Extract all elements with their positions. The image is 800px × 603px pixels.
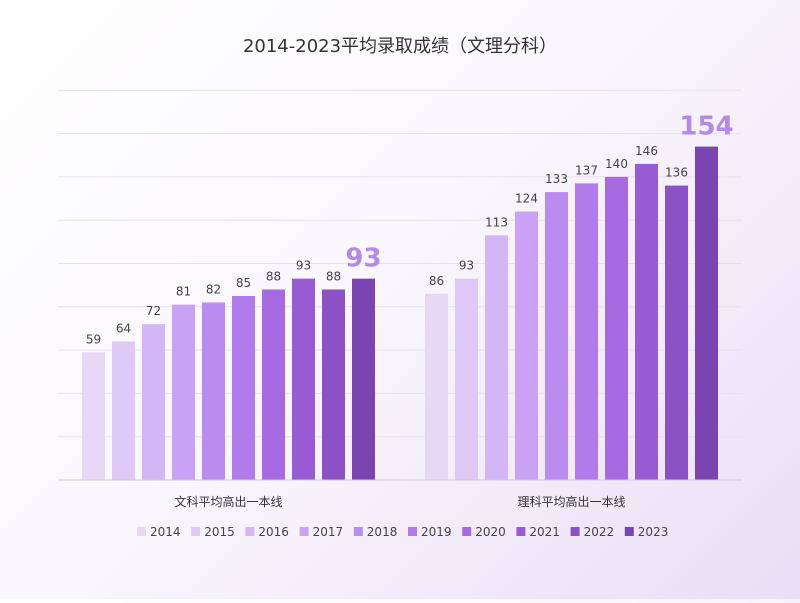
data-label: 86: [429, 274, 444, 288]
data-label: 93: [459, 259, 474, 273]
bar-2016-wen: [142, 324, 165, 480]
data-label: 113: [485, 215, 508, 229]
legend-swatch: [299, 527, 309, 536]
group-label: 文科平均高出一本线: [174, 494, 282, 509]
data-label: 124: [515, 192, 538, 206]
legend-label: 2022: [584, 525, 615, 539]
legend-label: 2015: [204, 525, 235, 539]
data-label: 137: [575, 163, 598, 177]
data-label: 140: [605, 157, 628, 171]
data-label: 81: [176, 285, 191, 299]
legend-label: 2020: [475, 525, 506, 539]
bar-2018-wen: [202, 302, 225, 480]
data-label: 93: [296, 259, 311, 273]
data-labels: 59 64 72 81 82 85 88 93 88 93 86 93 113 124 133 137 140 1…: [86, 112, 734, 347]
legend-swatch: [624, 527, 634, 536]
bar-2023-wen: [352, 278, 375, 480]
bar-2022-wen: [322, 289, 345, 480]
group-label: 理科平均高出一本线: [517, 494, 625, 509]
legend-swatch: [191, 527, 201, 536]
bar-2014-li: [425, 293, 448, 480]
data-label: 88: [326, 269, 341, 283]
legend-label: 2019: [421, 525, 452, 539]
data-label: 146: [635, 144, 658, 158]
bar-2021-li: [635, 163, 658, 480]
data-label: 85: [236, 276, 251, 290]
data-label: 136: [665, 166, 688, 180]
bar-2021-wen: [292, 278, 315, 480]
bar-2023-li: [695, 146, 718, 480]
bar-2017-wen: [172, 304, 195, 480]
data-label: 93: [345, 244, 381, 274]
legend-swatch: [353, 527, 363, 536]
legend-label: 2016: [258, 525, 289, 539]
legend-label: 2021: [529, 525, 560, 539]
data-label: 133: [545, 172, 568, 186]
data-label: 154: [679, 112, 733, 142]
bar-2019-li: [575, 183, 598, 480]
legend: 2014 2015 2016 2017 2018 2019 2020 2021 2022 2023: [137, 525, 668, 539]
bar-2015-wen: [112, 341, 135, 480]
group-labels: 文科平均高出一本线 理科平均高出一本线: [174, 494, 625, 509]
bar-2016-li: [485, 235, 508, 480]
legend-swatch: [516, 527, 526, 536]
legend-swatch: [137, 527, 146, 536]
bar-2015-li: [455, 278, 478, 480]
data-label: 82: [206, 282, 221, 296]
bar-2019-wen: [232, 295, 255, 480]
data-label: 59: [86, 332, 101, 346]
bar-2017-li: [515, 211, 538, 481]
legend-swatch: [570, 527, 580, 536]
legend-swatch: [245, 527, 255, 536]
legend-label: 2017: [313, 525, 344, 539]
data-label: 88: [266, 269, 281, 283]
legend-label: 2023: [638, 525, 669, 539]
bar-2022-li: [665, 185, 688, 480]
bars: [82, 146, 718, 481]
bar-2020-wen: [262, 289, 285, 480]
bar-2014-wen: [82, 352, 105, 480]
legend-label: 2014: [150, 525, 181, 539]
legend-label: 2018: [367, 525, 398, 539]
data-label: 64: [116, 321, 131, 335]
bar-2018-li: [545, 192, 568, 480]
legend-swatch: [408, 527, 417, 536]
legend-swatch: [462, 527, 472, 536]
chart-title: 2014-2023平均录取成绩（文理分科）: [243, 36, 557, 57]
data-label: 72: [146, 304, 161, 318]
bar-2020-li: [605, 176, 628, 480]
